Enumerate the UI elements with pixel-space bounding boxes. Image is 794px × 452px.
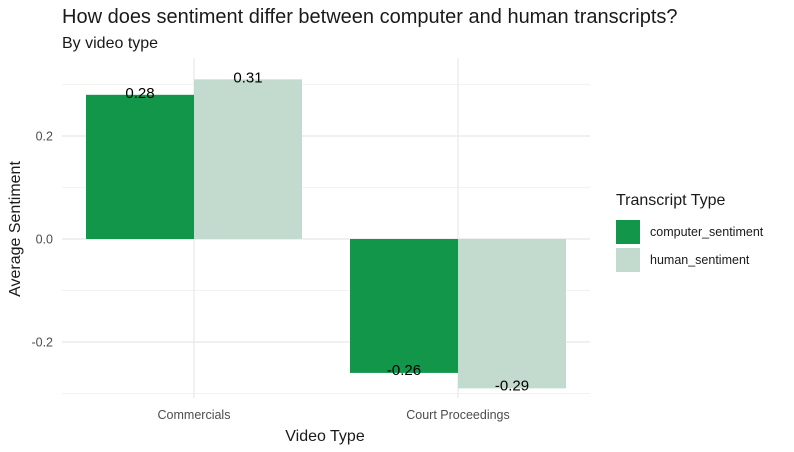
bar-human-sentiment [194,79,302,239]
y-tick-label: 0.2 [36,130,53,144]
data-label-layer: 0.28 -0.26 0.31 -0.29 [125,69,529,394]
data-label: 0.31 [233,69,262,86]
data-label: -0.29 [495,377,529,394]
data-label: 0.28 [125,85,154,102]
tick-layer: -0.2 0.0 0.2 Commercials Court Proceedings [31,130,509,423]
y-axis-title: Average Sentiment [7,161,24,297]
x-axis-title: Video Type [285,428,365,445]
x-tick-label: Court Proceedings [406,408,510,422]
y-tick-label: 0.0 [36,233,53,247]
legend-swatch-computer-sentiment [616,220,640,244]
legend-label-human-sentiment: human_sentiment [650,253,750,267]
bar-human-sentiment [458,239,566,389]
chart-subtitle: By video type [62,35,159,52]
legend-title: Transcript Type [616,192,726,209]
legend-label-computer-sentiment: computer_sentiment [650,225,764,239]
bar-computer-sentiment [86,94,194,239]
bar-layer [86,79,566,389]
legend-item-computer-sentiment: computer_sentiment [616,218,763,246]
y-tick-label: -0.2 [31,336,53,350]
bar-computer-sentiment [350,239,458,373]
x-tick-label: Commercials [158,408,231,422]
legend: Transcript Type computer_sentiment human… [616,192,763,274]
chart-title: How does sentiment differ between comput… [62,6,678,28]
legend-item-human-sentiment: human_sentiment [616,246,763,274]
legend-swatch-human-sentiment [616,248,640,272]
data-label: -0.26 [387,362,421,379]
